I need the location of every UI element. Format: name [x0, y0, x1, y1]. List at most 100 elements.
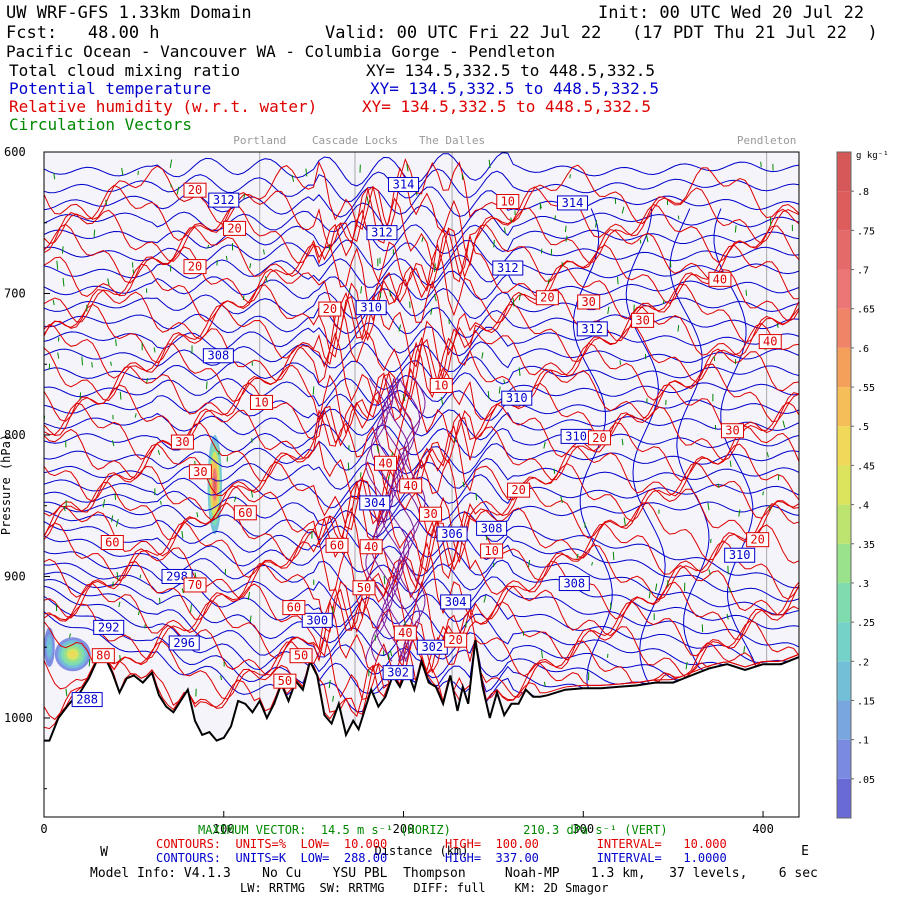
place-label-2: The Dalles — [419, 134, 485, 147]
theta-contour-vert-1 — [625, 208, 666, 685]
theta-contour-3 — [44, 202, 799, 237]
rh-label-30: 30 — [577, 294, 601, 310]
colorbar-cell-5 — [837, 582, 851, 623]
mixed-contour-5 — [392, 378, 415, 662]
colorbar-cell-15 — [837, 191, 851, 231]
colorbar-tick-label-14: .75 — [857, 226, 875, 237]
rh-label-text: 80 — [96, 649, 110, 663]
theta-label-text: 302 — [387, 666, 409, 680]
x-tick-label-3: 300 — [572, 822, 594, 836]
colorbar-cell-2 — [837, 700, 851, 740]
circulation-vector — [205, 381, 208, 389]
theta-contour-22 — [44, 510, 799, 602]
theta-label-text: 296 — [173, 636, 195, 650]
mixed-contour-4 — [386, 378, 410, 662]
rh-contour-2 — [44, 186, 799, 279]
colorbar-tick-label-8: .45 — [857, 461, 875, 472]
circulation-vector — [196, 512, 199, 518]
rh-label-40: 40 — [393, 625, 417, 641]
theta-label-box — [71, 692, 103, 708]
theta-label-text: 302 — [421, 640, 443, 654]
circulation-vector — [331, 606, 335, 614]
theta-label-box — [366, 225, 398, 241]
field-cloud-xy: XY= 134.5,332.5 to 448.5,332.5 — [366, 61, 655, 80]
rh-label-20: 20 — [183, 182, 207, 198]
mixed-contour-0 — [365, 378, 388, 662]
circulation-vector — [389, 290, 392, 297]
theta-label-text: 292 — [98, 620, 120, 634]
theta-contour-0 — [44, 152, 799, 187]
circulation-vector — [121, 167, 124, 176]
y-tick-label-3: 900 — [4, 569, 26, 583]
rh-label-box — [352, 580, 376, 596]
circulation-vector — [766, 452, 769, 458]
circulation-vector — [488, 159, 491, 169]
circulation-vector — [225, 255, 228, 261]
forecast-hour: Fcst: 48.00 h — [6, 23, 160, 43]
circulation-vector — [119, 391, 122, 400]
theta-contour-23 — [44, 521, 799, 616]
rh-label-text: 10 — [254, 395, 268, 409]
rh-label-text: 50 — [278, 674, 292, 688]
theta-label-312: 312 — [366, 225, 398, 241]
circulation-vector — [305, 168, 308, 177]
rh-label-20: 20 — [535, 290, 559, 306]
rh-label-20: 20 — [318, 301, 342, 317]
theta-label-box — [557, 195, 588, 211]
rh-label-text: 40 — [403, 479, 417, 493]
circulation-vector — [170, 183, 172, 188]
colorbar-cell-8 — [837, 465, 851, 505]
theta-label-314: 314 — [388, 177, 420, 193]
theta-label-box — [208, 192, 240, 208]
theta-label-box — [436, 526, 468, 542]
colorbar-cell-11 — [837, 347, 851, 388]
rh-label-text: 60 — [287, 601, 301, 615]
colorbar-tick-label-9: .5 — [857, 422, 869, 433]
physics-line: LW: RRTMG SW: RRTMG DIFF: full KM: 2D Sm… — [240, 881, 609, 895]
circulation-vector — [738, 509, 741, 517]
circulation-vector — [584, 522, 586, 528]
theta-label-box — [382, 665, 414, 681]
rh-contour-10 — [44, 341, 799, 435]
circulation-vector — [107, 278, 110, 286]
colorbar-tick-label-10: .55 — [857, 383, 875, 394]
circulation-vector — [116, 571, 119, 581]
rh-label-text: 20 — [592, 431, 606, 445]
circulation-vector — [565, 235, 568, 242]
circulation-vector — [383, 575, 386, 585]
place-label-0: Portland — [233, 134, 286, 147]
circulation-vector — [639, 239, 642, 244]
rh-label-20: 20 — [183, 259, 207, 275]
rh-label-20: 20 — [746, 532, 770, 548]
theta-label-text: 288 — [76, 693, 98, 707]
circulation-vector — [360, 286, 363, 294]
rh-label-text: 40 — [364, 540, 378, 554]
circulation-vector — [512, 298, 515, 307]
circulation-vector — [181, 588, 184, 594]
circulation-vector — [91, 362, 93, 368]
theta-contour-18 — [44, 457, 799, 492]
theta-label-308: 308 — [558, 576, 590, 592]
theta-label-310: 310 — [560, 428, 592, 444]
rh-label-text: 30 — [175, 435, 189, 449]
circulation-vector — [328, 679, 331, 689]
theta-label-312: 312 — [208, 192, 240, 208]
circulation-vector — [79, 392, 82, 400]
rh-label-box — [480, 543, 504, 559]
theta-label-text: 310 — [360, 301, 382, 315]
colorbar-unit: g kg⁻¹ — [856, 151, 889, 161]
theta-label-box — [492, 260, 524, 276]
rh-label-box — [374, 455, 398, 471]
rh-label-50: 50 — [352, 580, 376, 596]
circulation-vector — [398, 324, 402, 332]
rh-label-box — [359, 539, 383, 555]
circulation-vector — [105, 199, 108, 205]
rh-label-box — [631, 312, 655, 328]
rh-label-box — [273, 673, 297, 689]
rh-label-box — [535, 290, 559, 306]
rh-label-30: 30 — [418, 506, 442, 522]
circulation-vector — [146, 378, 148, 384]
theta-label-314: 314 — [557, 195, 588, 211]
field-cloud-name: Total cloud mixing ratio — [9, 61, 241, 80]
cloud-region-1-band-5 — [69, 651, 76, 658]
